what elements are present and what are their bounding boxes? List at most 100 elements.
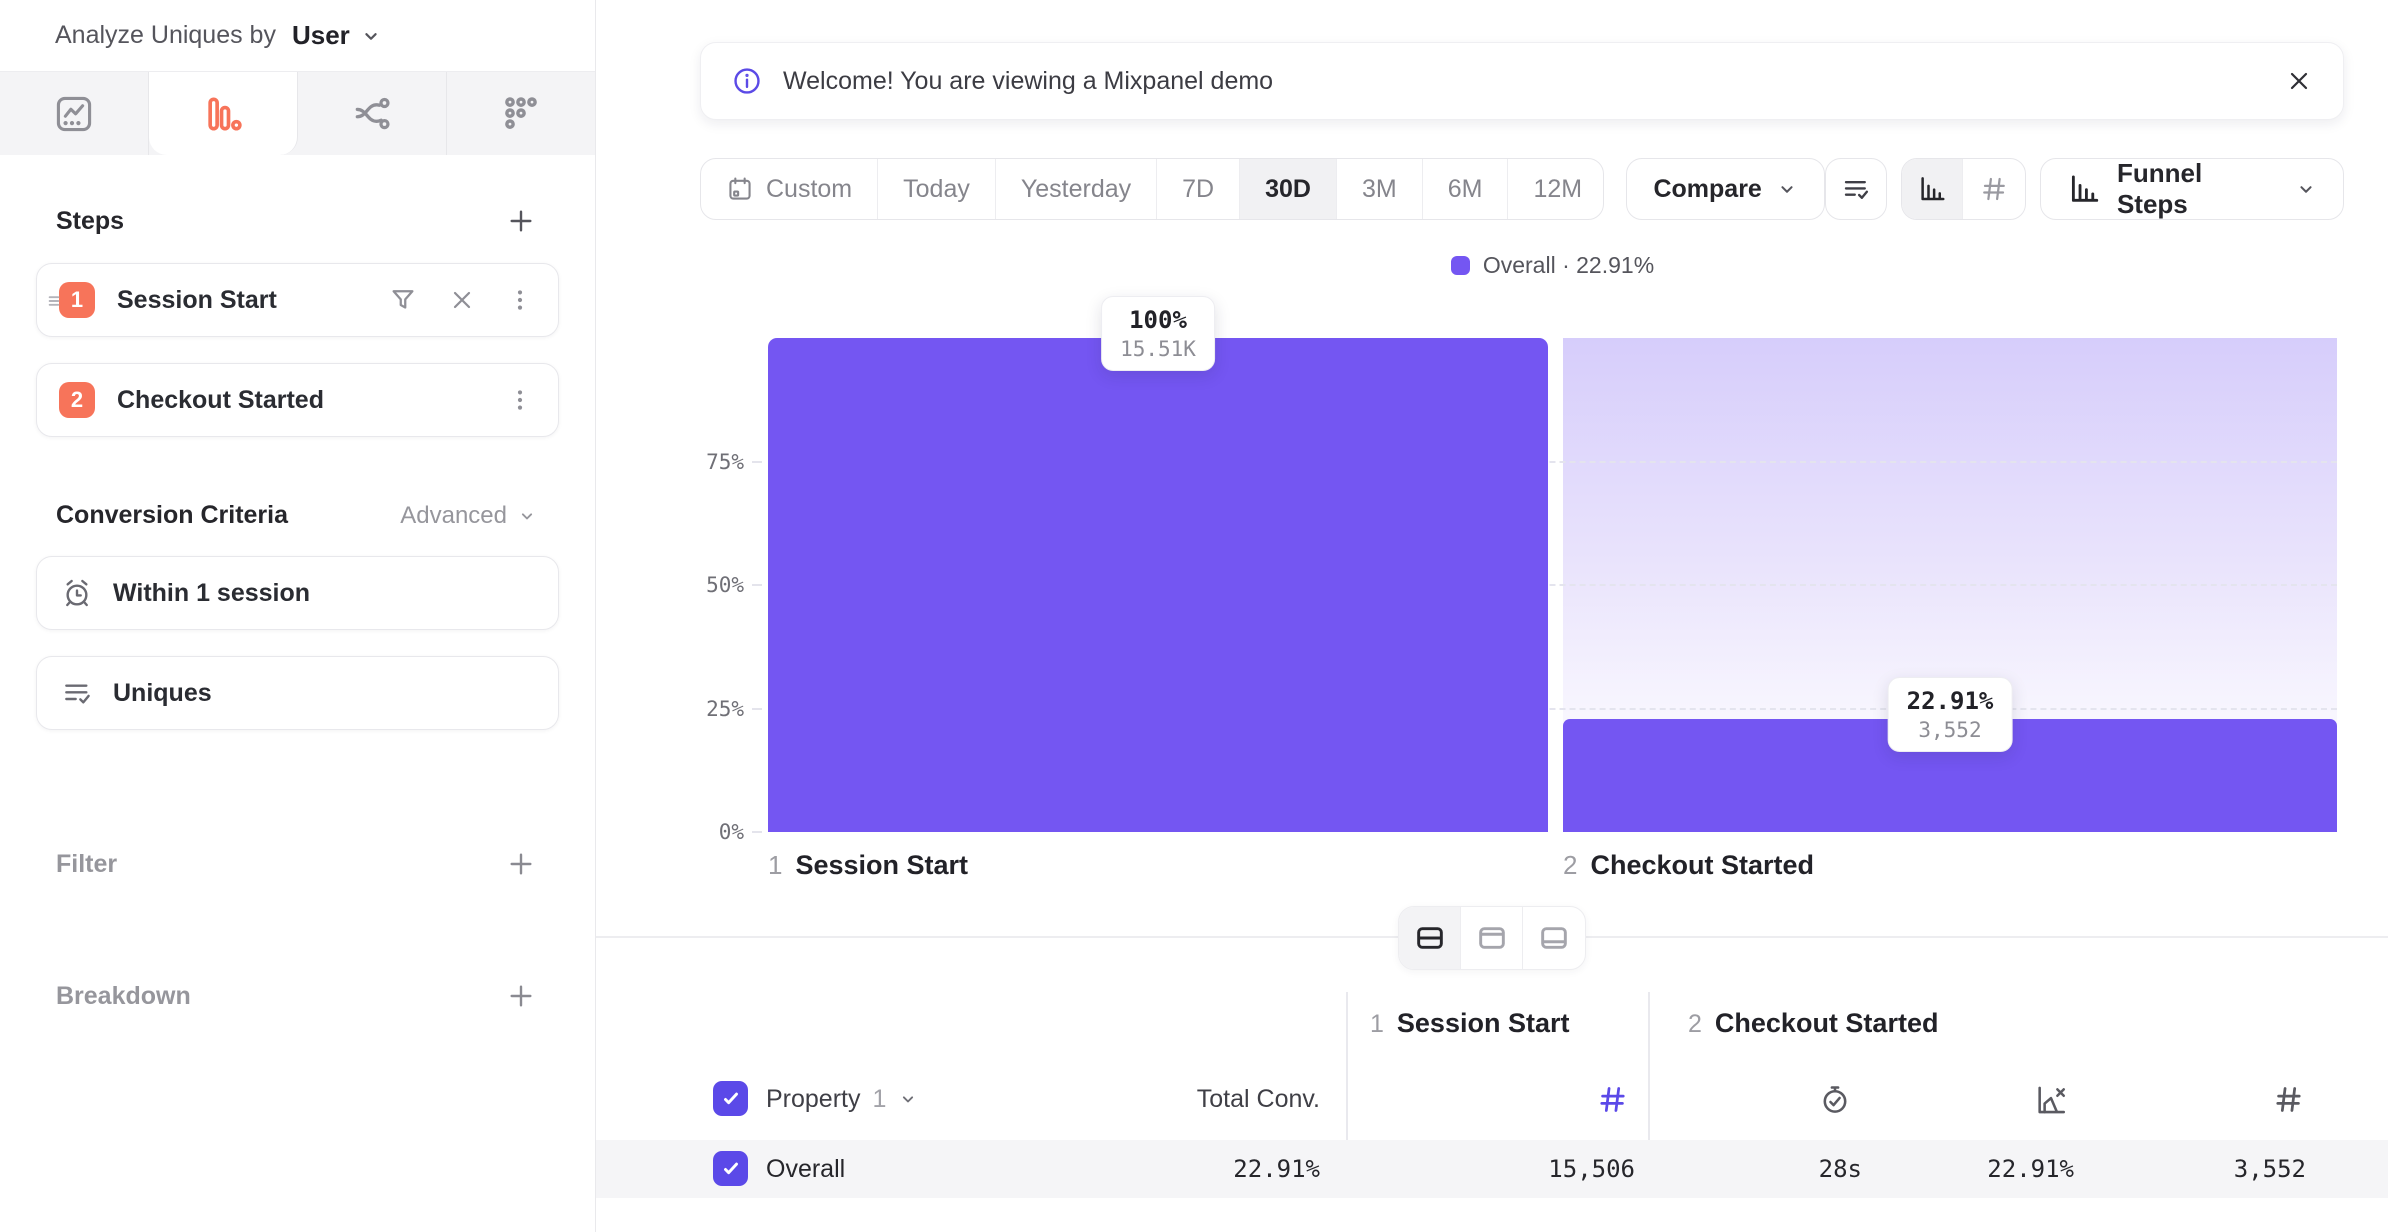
y-axis-tick: [752, 584, 762, 586]
step2-count-value: 3,552: [2233, 1155, 2306, 1183]
tooltip-count: 3,552: [1918, 718, 1982, 742]
step-index: 1: [768, 850, 783, 880]
date-range-label: 7D: [1182, 174, 1215, 203]
date-range-3m[interactable]: 3M: [1337, 159, 1423, 219]
remove-step-icon[interactable]: [448, 286, 476, 314]
chevron-down-icon: [517, 506, 537, 526]
main-content: Welcome! You are viewing a Mixpanel demo…: [596, 0, 2388, 1232]
chart-legend[interactable]: Overall · 22.91%: [768, 252, 2337, 279]
number-view-toggle[interactable]: [1963, 159, 2025, 219]
date-range-yesterday[interactable]: Yesterday: [996, 159, 1158, 219]
layout-table-button[interactable]: [1523, 907, 1585, 969]
total-conv-value: 22.91%: [1233, 1155, 1320, 1183]
date-range-label: Custom: [766, 174, 853, 203]
analyze-entity-dropdown[interactable]: User: [292, 20, 382, 51]
chart-view-controls: Funnel Steps: [1824, 158, 2345, 220]
breakdown-header: Breakdown: [0, 980, 595, 1012]
legend-label: Overall · 22.91%: [1482, 252, 1655, 278]
date-range-12m[interactable]: 12M: [1508, 159, 1603, 219]
table-row-overall[interactable]: Overall 22.91% 15,506 28s 22.91% 3,552: [596, 1140, 2388, 1198]
row-checkbox[interactable]: [713, 1151, 748, 1186]
table-column-divider: [1648, 992, 1650, 1198]
property-column-dropdown[interactable]: Property 1: [766, 1060, 918, 1138]
add-filter-button[interactable]: [505, 848, 537, 880]
y-axis-label: 0%: [718, 820, 744, 844]
gridline-50: [768, 584, 2337, 586]
funnel-steps-dropdown[interactable]: Funnel Steps: [2039, 158, 2345, 220]
date-range-label: 30D: [1265, 174, 1311, 203]
analyze-entity-value: User: [291, 20, 350, 50]
chart-view-toggle[interactable]: [1901, 159, 1964, 219]
tab-flows[interactable]: [298, 72, 447, 155]
sidebar: Analyze Uniques by User: [0, 0, 596, 1232]
steps-header: Steps: [0, 205, 595, 237]
counting-method-button[interactable]: [1824, 158, 1887, 220]
step-card-1[interactable]: 1 Session Start: [36, 263, 559, 337]
drag-handle-icon[interactable]: [41, 288, 67, 319]
analyze-row: Analyze Uniques by User: [0, 0, 595, 71]
advanced-dropdown[interactable]: Advanced: [400, 502, 537, 530]
close-icon[interactable]: [2285, 67, 2313, 95]
add-step-button[interactable]: [505, 205, 537, 237]
calendar-icon: [726, 175, 754, 203]
conversion-window-card[interactable]: Within 1 session: [36, 556, 559, 630]
property-index: 1: [872, 1084, 887, 1113]
total-conv-header: Total Conv.: [1196, 1085, 1320, 1113]
tooltip-count: 15.51K: [1120, 337, 1196, 361]
step-card-2[interactable]: 2 Checkout Started: [36, 363, 559, 437]
funnel-chart-icon: [1917, 174, 1947, 204]
chart-percent-icon[interactable]: [2034, 1083, 2068, 1117]
table-column-divider: [1346, 992, 1348, 1198]
compare-button[interactable]: Compare: [1626, 158, 1825, 220]
layout-chart-button[interactable]: [1461, 907, 1523, 969]
chevron-down-icon: [2295, 178, 2317, 200]
compare-label: Compare: [1653, 174, 1762, 203]
kebab-menu-icon[interactable]: [506, 286, 534, 314]
date-range-7d[interactable]: 7D: [1157, 159, 1241, 219]
tab-funnels[interactable]: [149, 72, 298, 155]
stopwatch-check-icon[interactable]: [1818, 1083, 1852, 1117]
tab-retention[interactable]: [447, 72, 595, 155]
tab-insights[interactable]: [0, 72, 149, 155]
select-all-checkbox[interactable]: [713, 1081, 748, 1116]
funnel-bars-icon: [201, 92, 245, 136]
gridline-25: [768, 708, 2337, 710]
layout-split-button[interactable]: [1399, 907, 1461, 969]
bar-value-tooltip-step-2: 22.91% 3,552: [1887, 677, 2013, 752]
date-range-custom[interactable]: Custom: [701, 159, 879, 219]
conv-rate-value: 22.91%: [1987, 1155, 2074, 1183]
analyze-label: Analyze Uniques by: [55, 21, 276, 49]
y-axis-tick: [752, 831, 762, 833]
breakdown-title: Breakdown: [56, 981, 191, 1010]
filter-funnel-icon[interactable]: [388, 285, 418, 315]
funnel-chart-icon: [2067, 172, 2101, 206]
value-display-toggle: [1900, 158, 2026, 220]
y-axis-tick: [752, 461, 762, 463]
counting-method-card[interactable]: Uniques: [36, 656, 559, 730]
date-range-30d[interactable]: 30D: [1240, 159, 1337, 219]
kebab-menu-icon[interactable]: [506, 386, 534, 414]
step-name: Session Start: [795, 850, 969, 880]
funnel-bar-step-1[interactable]: [768, 338, 1548, 832]
date-range-today[interactable]: Today: [878, 159, 996, 219]
row-label: Overall: [766, 1155, 846, 1183]
conversion-criteria-header: Conversion Criteria Advanced: [0, 501, 595, 530]
demo-banner: Welcome! You are viewing a Mixpanel demo: [700, 42, 2344, 120]
step-index: 2: [1563, 850, 1578, 880]
line-chart-icon: [52, 92, 96, 136]
avg-time-value: 28s: [1818, 1155, 1862, 1183]
hash-icon[interactable]: [2272, 1083, 2305, 1116]
table-group-header-step-1: 1 Session Start: [1370, 1008, 1569, 1039]
report-tab-strip: [0, 71, 595, 155]
step-number-badge: 2: [59, 382, 95, 418]
tooltip-percent: 100%: [1129, 306, 1187, 334]
add-breakdown-button[interactable]: [505, 980, 537, 1012]
step1-count-value: 15,506: [1548, 1155, 1635, 1183]
filter-header: Filter: [0, 848, 595, 880]
step-name: Checkout Started: [1590, 850, 1815, 880]
counting-method-label: Uniques: [113, 678, 212, 707]
date-range-6m[interactable]: 6M: [1423, 159, 1509, 219]
conversion-criteria-title: Conversion Criteria: [56, 501, 289, 529]
hash-icon[interactable]: [1596, 1083, 1629, 1116]
